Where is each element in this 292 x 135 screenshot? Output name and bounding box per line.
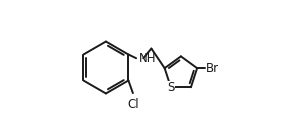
Text: NH: NH	[138, 52, 156, 65]
Text: Cl: Cl	[127, 98, 139, 111]
Text: S: S	[167, 82, 175, 94]
Text: Br: Br	[206, 62, 219, 75]
